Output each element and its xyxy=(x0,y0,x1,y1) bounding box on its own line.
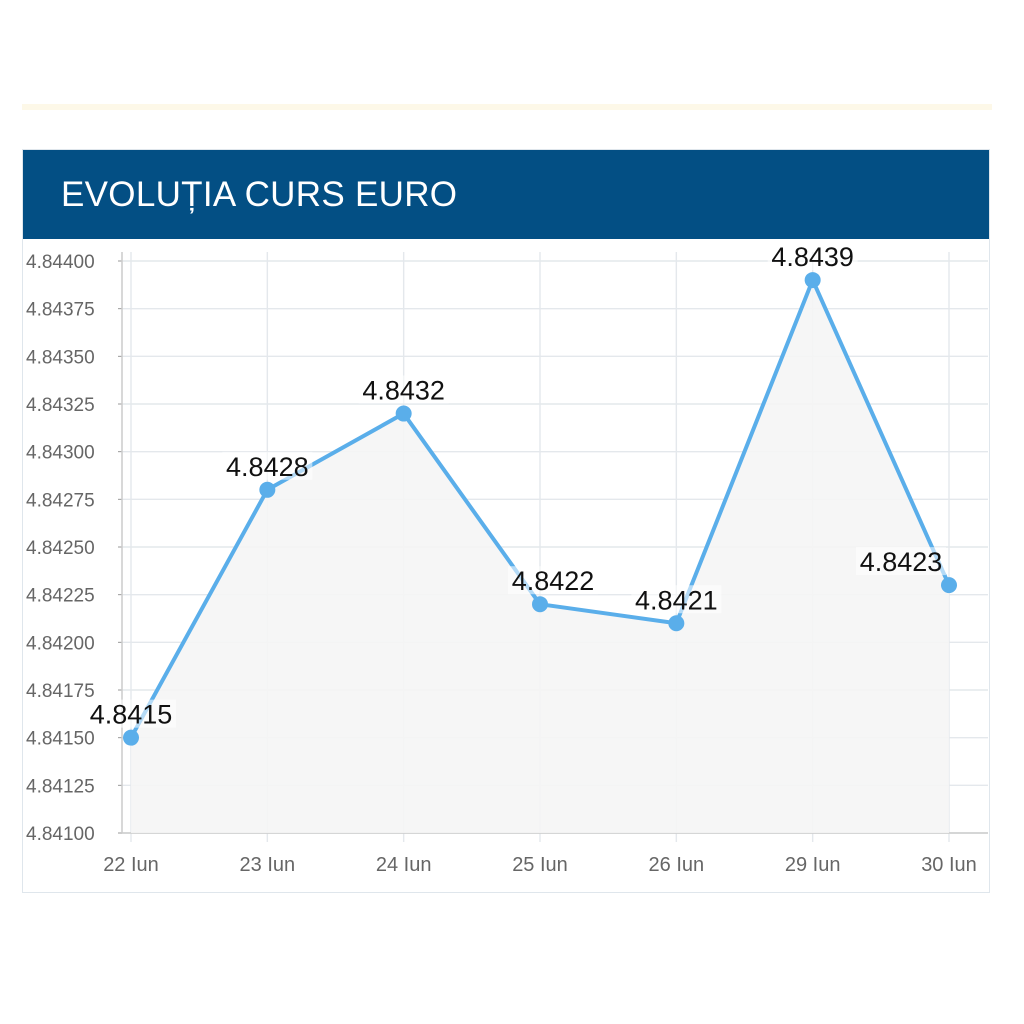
y-tick-label: 4.84225 xyxy=(26,586,95,607)
data-point xyxy=(941,577,957,594)
y-tick-label: 4.84300 xyxy=(26,443,95,464)
data-label: 4.8422 xyxy=(512,566,595,596)
data-point xyxy=(123,729,139,746)
top-divider xyxy=(22,104,992,110)
x-tick-label: 24 Iun xyxy=(376,854,432,876)
data-label-bg xyxy=(856,547,946,576)
data-point xyxy=(532,596,548,613)
y-tick-label: 4.84175 xyxy=(26,681,95,702)
y-tick-label: 4.84375 xyxy=(26,300,95,321)
data-label-bg xyxy=(767,242,858,271)
x-tick-label: 29 Iun xyxy=(785,854,841,876)
data-label-bg xyxy=(86,699,176,728)
y-tick-label: 4.84400 xyxy=(26,252,95,273)
data-label-bg xyxy=(631,585,722,614)
y-tick-label: 4.84100 xyxy=(26,824,95,845)
data-label: 4.8415 xyxy=(90,700,173,730)
x-tick-label: 26 Iun xyxy=(649,854,705,876)
x-tick-label: 30 Iun xyxy=(921,854,977,876)
y-tick-label: 4.84200 xyxy=(26,633,95,654)
data-label: 4.8432 xyxy=(362,376,445,406)
series-area xyxy=(131,280,949,834)
data-point xyxy=(395,405,412,422)
y-tick-label: 4.84325 xyxy=(26,395,95,416)
data-point xyxy=(668,615,685,632)
y-tick-label: 4.84150 xyxy=(26,729,95,750)
y-tick-label: 4.84250 xyxy=(26,538,95,559)
data-label-bg xyxy=(222,451,313,480)
y-tick-label: 4.84275 xyxy=(26,490,95,511)
data-label: 4.8439 xyxy=(771,242,854,272)
data-label: 4.8423 xyxy=(860,547,943,577)
x-tick-label: 22 Iun xyxy=(103,854,159,876)
data-point xyxy=(259,481,276,498)
data-label: 4.8428 xyxy=(226,452,309,482)
data-point xyxy=(804,272,821,289)
data-label: 4.8421 xyxy=(635,585,718,615)
y-tick-label: 4.84125 xyxy=(26,776,95,797)
data-label-bg xyxy=(358,375,449,404)
x-tick-label: 23 Iun xyxy=(240,854,296,876)
y-tick-label: 4.84350 xyxy=(26,347,95,368)
data-label-bg xyxy=(508,566,598,595)
chart-header: EVOLUȚIA CURS EURO xyxy=(23,150,989,239)
x-tick-label: 25 Iun xyxy=(512,854,568,876)
chart-title: EVOLUȚIA CURS EURO xyxy=(61,174,458,214)
